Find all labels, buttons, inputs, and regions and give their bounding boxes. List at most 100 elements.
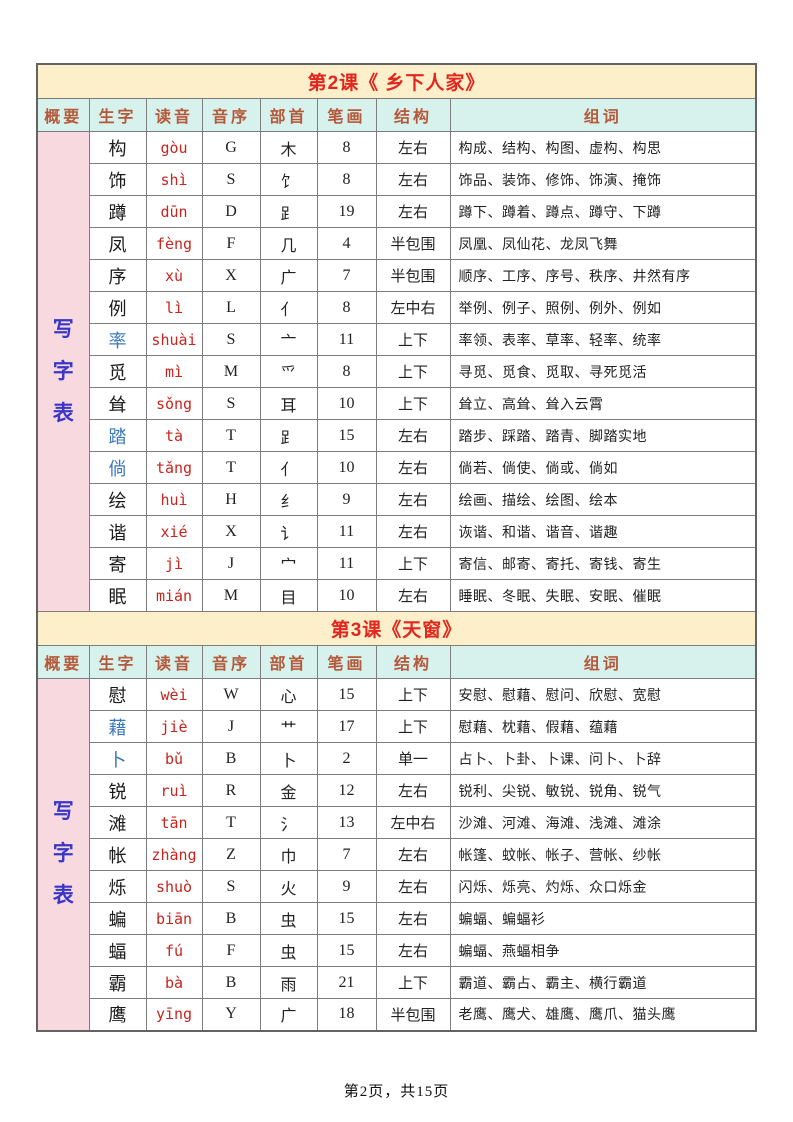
initial-cell: Y [201, 998, 261, 1031]
pinyin-cell: tān [145, 806, 203, 839]
structure-cell: 左右 [375, 902, 451, 935]
words-cell: 占卜、卜卦、卜课、问卜、卜辞 [449, 742, 757, 775]
strokes-cell: 19 [316, 195, 377, 228]
pinyin-cell: fèng [145, 227, 203, 260]
table-row: 烁 shuò S 火 9 左右 闪烁、烁亮、灼烁、众口烁金 [37, 870, 757, 903]
radical-cell: 目 [259, 579, 318, 612]
radical-cell: 亻 [259, 451, 318, 484]
section-banner: 第2课《 乡下人家》 [36, 63, 757, 99]
radical-cell: 氵 [259, 806, 318, 839]
words-cell: 率领、表率、草率、轻率、统率 [449, 323, 757, 356]
words-cell: 踏步、踩踏、踏青、脚踏实地 [449, 419, 757, 452]
words-cell: 倘若、倘使、倘或、倘如 [449, 451, 757, 484]
words-cell: 沙滩、河滩、海滩、浅滩、滩涂 [449, 806, 757, 839]
radical-cell: 卜 [259, 742, 318, 775]
initial-cell: X [201, 515, 261, 548]
header-initial: 音序 [201, 645, 261, 679]
radical-cell: 几 [259, 227, 318, 260]
table-row: 绘 huì H 纟 9 左右 绘画、描绘、绘图、绘本 [37, 483, 757, 516]
initial-cell: M [201, 355, 261, 388]
initial-cell: J [201, 547, 261, 580]
strokes-cell: 18 [316, 998, 377, 1031]
words-cell: 老鹰、鹰犬、雄鹰、鹰爪、猫头鹰 [449, 998, 757, 1031]
strokes-cell: 12 [316, 774, 377, 807]
words-cell: 寻觅、觅食、觅取、寻死觅活 [449, 355, 757, 388]
character-table: 第2课《 乡下人家》 概要 生字 读音 音序 部首 笔画 结构 组词 写字表 构… [36, 63, 757, 1032]
char-cell: 序 [88, 259, 147, 292]
pinyin-cell: bǔ [145, 742, 203, 775]
strokes-cell: 11 [316, 323, 377, 356]
strokes-cell: 7 [316, 259, 377, 292]
initial-cell: J [201, 710, 261, 743]
initial-cell: T [201, 419, 261, 452]
char-cell: 耸 [88, 387, 147, 420]
strokes-cell: 8 [316, 291, 377, 324]
char-cell: 蹲 [88, 195, 147, 228]
section-banner: 第3课《天窗》 [36, 611, 757, 646]
header-character: 生字 [88, 645, 147, 679]
char-cell: 觅 [88, 355, 147, 388]
char-cell: 鹰 [88, 998, 147, 1031]
structure-cell: 左右 [375, 195, 451, 228]
table-row: 蝠 fú F 虫 15 左右 蝙蝠、燕蝠相争 [37, 934, 757, 967]
lesson-title: 第3课《天窗》 [36, 611, 757, 646]
side-label: 写字表 [36, 131, 90, 612]
strokes-cell: 15 [316, 934, 377, 967]
side-label-text: 写字表 [52, 800, 74, 908]
table-row: 序 xù X 广 7 半包围 顺序、工序、序号、秩序、井然有序 [37, 259, 757, 292]
table-row: 饰 shì S 饣 8 左右 饰品、装饰、修饰、饰演、掩饰 [37, 163, 757, 196]
strokes-cell: 2 [316, 742, 377, 775]
pinyin-cell: xié [145, 515, 203, 548]
header-radical: 部首 [259, 98, 318, 132]
char-cell: 例 [88, 291, 147, 324]
structure-cell: 左右 [375, 515, 451, 548]
structure-cell: 左中右 [375, 291, 451, 324]
structure-cell: 左中右 [375, 806, 451, 839]
pinyin-cell: yīng [145, 998, 203, 1031]
strokes-cell: 9 [316, 870, 377, 903]
header-pinyin: 读音 [145, 645, 203, 679]
char-cell: 构 [88, 131, 147, 164]
strokes-cell: 13 [316, 806, 377, 839]
lesson-title: 第2课《 乡下人家》 [36, 63, 757, 99]
structure-cell: 半包围 [375, 227, 451, 260]
strokes-cell: 9 [316, 483, 377, 516]
radical-cell: 亻 [259, 291, 318, 324]
radical-cell: 巾 [259, 838, 318, 871]
words-cell: 霸道、霸占、霸主、横行霸道 [449, 966, 757, 999]
words-cell: 诙谐、和谐、谐音、谐趣 [449, 515, 757, 548]
char-cell: 藉 [88, 710, 147, 743]
radical-cell: 艹 [259, 710, 318, 743]
table-row: 锐 ruì R 金 12 左右 锐利、尖锐、敏锐、锐角、锐气 [37, 774, 757, 807]
table-row: 耸 sǒng S 耳 10 上下 耸立、高耸、耸入云霄 [37, 387, 757, 420]
strokes-cell: 21 [316, 966, 377, 999]
page-number: 第2页，共15页 [343, 1084, 450, 1100]
side-label-text: 写字表 [52, 317, 74, 425]
char-cell: 率 [88, 323, 147, 356]
worksheet: 第2课《 乡下人家》 概要 生字 读音 音序 部首 笔画 结构 组词 写字表 构… [36, 63, 757, 1032]
strokes-cell: 11 [316, 515, 377, 548]
radical-cell: 雨 [259, 966, 318, 999]
strokes-cell: 15 [316, 678, 377, 711]
radical-cell: 金 [259, 774, 318, 807]
radical-cell: 爫 [259, 355, 318, 388]
pinyin-cell: lì [145, 291, 203, 324]
char-cell: 倘 [88, 451, 147, 484]
initial-cell: S [201, 387, 261, 420]
header-radical: 部首 [259, 645, 318, 679]
char-cell: 眠 [88, 579, 147, 612]
char-cell: 踏 [88, 419, 147, 452]
structure-cell: 半包围 [375, 259, 451, 292]
pinyin-cell: jiè [145, 710, 203, 743]
char-cell: 滩 [88, 806, 147, 839]
table-row: 率 shuài S 亠 11 上下 率领、表率、草率、轻率、统率 [37, 323, 757, 356]
radical-cell: 火 [259, 870, 318, 903]
initial-cell: G [201, 131, 261, 164]
char-cell: 慰 [88, 678, 147, 711]
words-cell: 凤凰、凤仙花、龙凤飞舞 [449, 227, 757, 260]
radical-cell: 宀 [259, 547, 318, 580]
header-strokes: 笔画 [316, 645, 377, 679]
structure-cell: 左右 [375, 579, 451, 612]
structure-cell: 上下 [375, 710, 451, 743]
radical-cell: 广 [259, 998, 318, 1031]
